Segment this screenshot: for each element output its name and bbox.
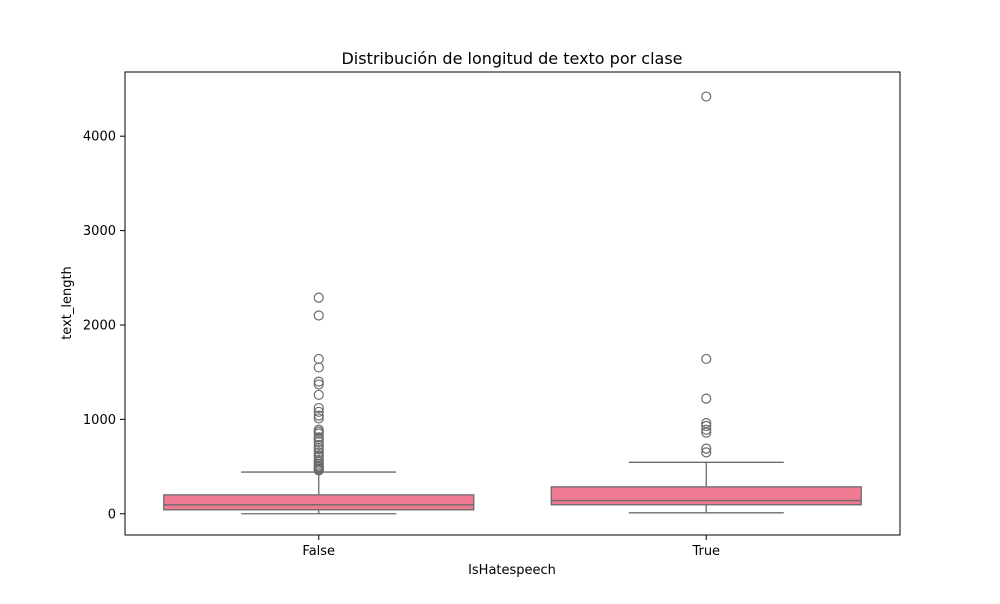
outlier-point [313, 376, 324, 387]
y-tick-label: 4000 [83, 130, 116, 145]
outlier-point [701, 443, 712, 454]
box-false [163, 292, 475, 515]
iqr-box [550, 486, 862, 506]
y-tick-label: 1000 [83, 413, 116, 428]
y-tick-label: 0 [108, 507, 116, 522]
outlier-point [313, 362, 324, 373]
box-true [550, 91, 862, 514]
outlier-point [701, 353, 712, 365]
outlier-point [313, 310, 324, 321]
x-tick-label: False [302, 544, 335, 559]
y-tick-label: 2000 [83, 318, 116, 333]
y-axis: 0 1000 2000 3000 4000 [83, 130, 125, 522]
outlier-point [313, 410, 324, 421]
outlier-point [701, 424, 712, 435]
outlier-point [701, 91, 712, 102]
outlier-point [313, 379, 324, 390]
outlier-point [313, 447, 324, 458]
x-axis-label: IsHatespeech [468, 563, 556, 578]
plot-frame [124, 71, 901, 536]
y-axis-label: text_length [60, 266, 75, 340]
outlier-point [313, 402, 324, 414]
outlier-point [701, 420, 712, 432]
outlier-point [313, 389, 324, 400]
box-series [163, 91, 862, 515]
outlier-point [313, 292, 324, 303]
outlier-point [313, 353, 324, 365]
outlier-point [313, 454, 324, 466]
outlier-point [701, 393, 712, 404]
chart-title: Distribución de longitud de texto por cl… [341, 49, 682, 68]
outlier-point [313, 424, 324, 435]
y-tick-label: 3000 [83, 224, 116, 239]
x-axis: False True [302, 535, 720, 559]
outlier-point [313, 450, 324, 461]
iqr-box [163, 494, 475, 511]
outlier-point [313, 439, 324, 450]
outlier-point [313, 432, 324, 443]
outlier-point [313, 406, 324, 417]
outlier-point [313, 413, 324, 424]
outlier-point [701, 447, 712, 458]
outlier-point [701, 418, 712, 429]
x-tick-label: True [691, 544, 720, 559]
